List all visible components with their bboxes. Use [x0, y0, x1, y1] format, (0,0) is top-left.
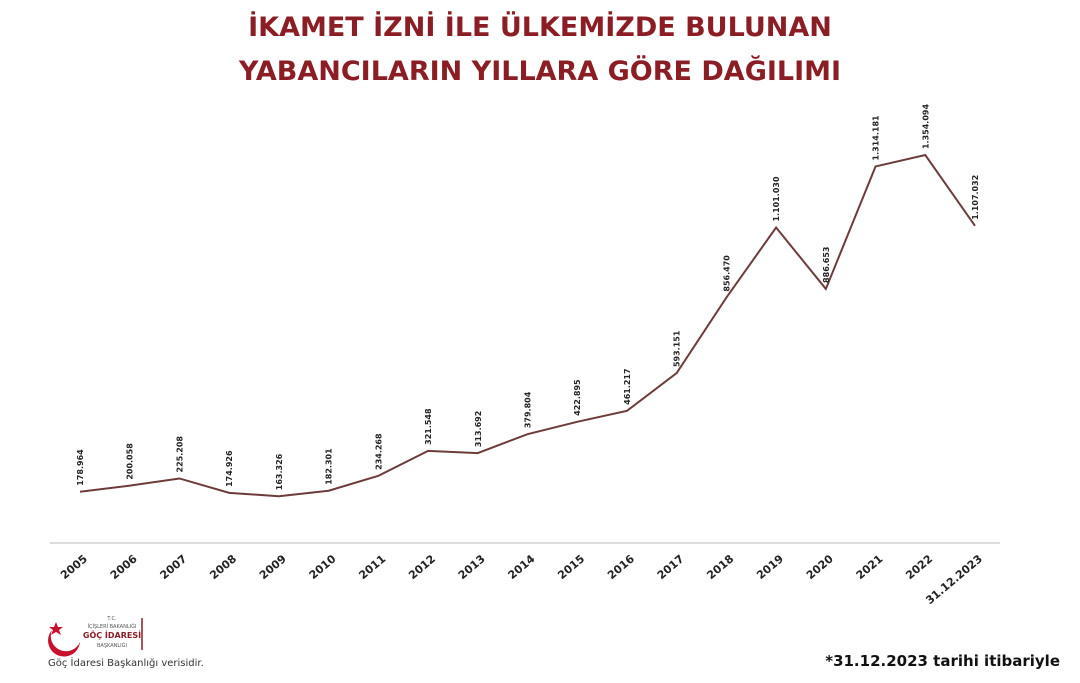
value-label: 461.217 — [623, 368, 632, 404]
x-tick-label: 2014 — [506, 552, 538, 582]
x-tick-label: 2005 — [58, 552, 90, 582]
x-tick-label: 2016 — [605, 552, 637, 582]
value-label: 856.470 — [722, 255, 731, 292]
x-tick-label: 2006 — [108, 552, 140, 582]
value-label: 1.314.181 — [872, 115, 881, 160]
x-tick-label: 2011 — [356, 552, 388, 582]
value-label: 1.354.094 — [921, 104, 930, 149]
x-tick-label: 2018 — [705, 552, 737, 582]
x-tick-label: 2009 — [257, 552, 289, 582]
x-tick-label: 2015 — [555, 552, 587, 582]
value-label: 225.208 — [175, 436, 184, 473]
value-label: 200.058 — [126, 443, 135, 480]
value-label: 178.964 — [76, 449, 85, 486]
source-note: Göç İdaresi Başkanlığı verisidir. — [48, 656, 204, 669]
x-tick-label: 2021 — [854, 552, 886, 582]
logo-text: GÖÇ İDARESİ — [83, 630, 141, 640]
line — [79, 153, 976, 498]
x-tick-label: 2012 — [406, 552, 438, 582]
value-label: 886.653 — [822, 247, 831, 283]
chart-title: İKAMET İZNİ İLE ÜLKEMİZDE BULUNAN YABANC… — [238, 12, 842, 87]
value-label: 593.151 — [673, 330, 682, 367]
x-tick-label: 2019 — [754, 552, 786, 582]
value-label: 234.268 — [374, 433, 383, 470]
logo-text: T.C. — [106, 616, 117, 622]
value-label: 379.804 — [524, 391, 533, 428]
logo-text: İÇİŞLERİ BAKANLIĞI — [88, 623, 137, 630]
logo: T.C. İÇİŞLERİ BAKANLIĞI GÖÇ İDARESİ BAŞK… — [48, 616, 143, 657]
logo-star — [49, 622, 63, 635]
x-tick-label: 2020 — [804, 552, 836, 582]
value-label: 1.101.030 — [772, 176, 781, 221]
value-label: 174.926 — [225, 450, 234, 487]
value-label: 163.326 — [275, 453, 284, 490]
logo-crescent — [48, 630, 80, 657]
value-label: 422.895 — [573, 379, 582, 416]
x-tick-label: 2007 — [158, 552, 190, 582]
footnote: *31.12.2023 tarihi itibariyle — [825, 652, 1060, 670]
x-tick-label: 2022 — [903, 552, 935, 582]
x-tick-label: 2010 — [307, 552, 339, 582]
logo-text: BAŞKANLIĞI — [97, 642, 127, 649]
value-label: 321.548 — [424, 408, 433, 445]
value-label: 182.301 — [325, 448, 334, 485]
x-tick-label: 2008 — [207, 552, 239, 582]
x-tick-label: 2017 — [655, 552, 687, 582]
value-label: 1.107.032 — [971, 175, 980, 220]
x-tick-label: 2013 — [456, 552, 488, 582]
value-label: 313.692 — [474, 411, 483, 447]
